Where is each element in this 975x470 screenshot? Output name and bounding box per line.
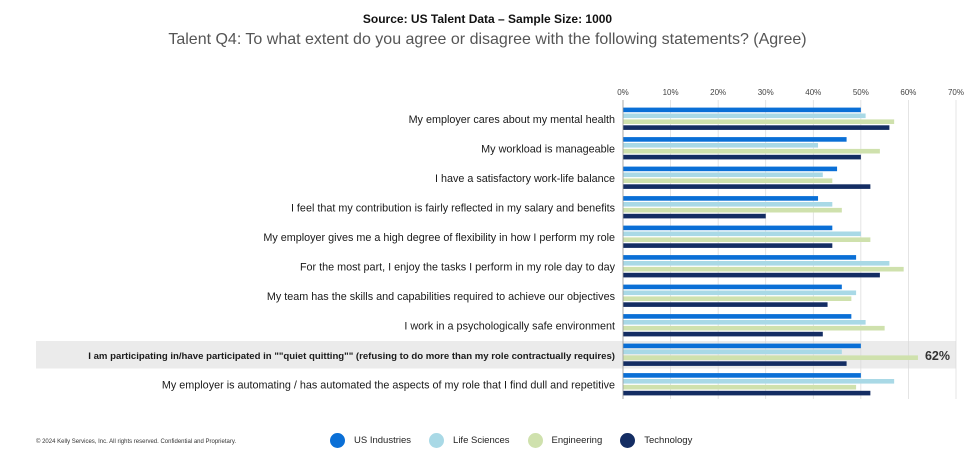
bar (623, 107, 861, 113)
bar (623, 314, 852, 319)
chart-source: Source: US Talent Data – Sample Size: 10… (362, 12, 613, 26)
bar (623, 355, 918, 360)
bar (623, 373, 861, 378)
bar (623, 284, 842, 290)
bar (623, 166, 838, 172)
category-label: I have a satisfactory work-life balance (435, 173, 615, 185)
bar (623, 302, 828, 307)
category-label: I work in a psychologically safe environ… (404, 320, 615, 332)
bar (623, 184, 871, 189)
bar (623, 178, 833, 183)
bar (623, 361, 847, 366)
bar (623, 290, 857, 296)
legend-label: Life Sciences (453, 435, 510, 446)
legend-item-life-sciences: Life Sciences (429, 433, 510, 448)
bar (623, 172, 823, 178)
category-label: For the most part, I enjoy the tasks I p… (300, 261, 616, 273)
legend-swatch (527, 433, 543, 448)
chart-legend: US Industries Life Sciences Engineering … (330, 433, 692, 448)
bar (623, 196, 819, 201)
x-tick-label: 30% (758, 88, 774, 97)
bar (623, 243, 833, 248)
category-label: My employer is automating / has automate… (162, 379, 615, 391)
bar (623, 331, 823, 337)
legend-swatch (330, 433, 345, 448)
x-tick-label: 60% (900, 88, 916, 97)
bar (623, 143, 819, 148)
bar (623, 207, 842, 213)
x-tick-label: 40% (805, 88, 821, 97)
bar (623, 296, 852, 301)
bar (623, 325, 885, 331)
x-tick-label: 20% (710, 88, 726, 97)
data-label: 62% (925, 349, 950, 363)
copyright-text: © 2024 Kelly Services, Inc. All rights r… (36, 439, 237, 445)
chart-title: Talent Q4: To what extent do you agree o… (168, 31, 807, 48)
x-tick-label: 0% (617, 88, 629, 97)
legend-label: Engineering (551, 435, 603, 446)
bar (623, 113, 866, 119)
bar (623, 255, 857, 260)
bar (623, 154, 861, 160)
bar (623, 231, 861, 237)
bar (623, 119, 895, 124)
legend-swatch (429, 433, 445, 448)
bar (623, 213, 766, 219)
x-tick-label: 50% (853, 88, 869, 97)
bar (623, 148, 880, 154)
bar (623, 137, 847, 142)
bar (623, 384, 857, 390)
legend-swatch (620, 433, 636, 448)
bar (623, 390, 871, 396)
bar (623, 125, 890, 130)
category-label: I feel that my contribution is fairly re… (291, 202, 616, 214)
bar (623, 349, 842, 355)
bar (623, 343, 861, 349)
category-label: I am participating in/have participated … (88, 351, 615, 362)
bar (623, 202, 833, 207)
x-tick-label: 70% (948, 88, 964, 97)
legend-item-us-industries: US Industries (330, 433, 411, 448)
category-label: My team has the skills and capabilities … (267, 291, 616, 303)
category-label: My workload is manageable (481, 143, 615, 155)
legend-label: US Industries (354, 435, 412, 446)
bar (623, 266, 904, 272)
bar (623, 379, 895, 384)
category-label: My employer cares about my mental health (409, 114, 615, 126)
bar (623, 320, 866, 325)
bar (623, 261, 890, 266)
bar (623, 225, 833, 231)
bar (623, 237, 871, 242)
legend-item-engineering: Engineering (527, 433, 603, 448)
legend-item-technology: Technology (620, 433, 692, 448)
bar (623, 272, 880, 278)
x-tick-label: 10% (663, 88, 679, 97)
category-label: My employer gives me a high degree of fl… (263, 232, 615, 244)
legend-label: Technology (644, 435, 693, 446)
